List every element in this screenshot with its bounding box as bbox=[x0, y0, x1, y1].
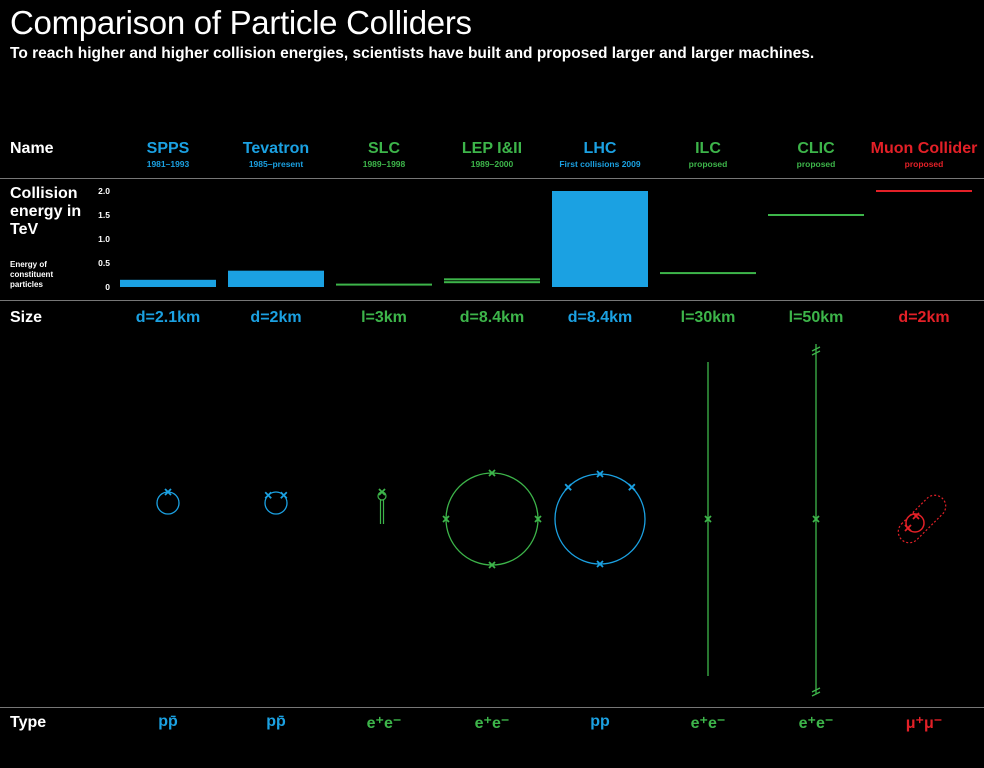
row-label-energy: Collision energy in TeV bbox=[10, 185, 82, 238]
collider-name: LEP I&II bbox=[461, 140, 523, 157]
collider-name: ILC bbox=[695, 140, 721, 157]
energy-bar-upper bbox=[444, 278, 540, 281]
collider-size: l=50km bbox=[788, 309, 844, 326]
collider-ring bbox=[445, 472, 539, 566]
collider-name: Muon Collider bbox=[870, 140, 978, 157]
divider-name bbox=[0, 178, 984, 179]
collider-diagram bbox=[554, 470, 646, 568]
y-tick-label: 2.0 bbox=[98, 186, 110, 196]
energy-bar bbox=[228, 270, 324, 287]
collider-years: 1989–1998 bbox=[362, 159, 406, 169]
energy-bar bbox=[876, 190, 972, 192]
collider-name: LHC bbox=[583, 140, 617, 157]
collider-type: pp bbox=[590, 713, 610, 730]
row-label-name: Name bbox=[10, 140, 54, 157]
collider-type: e⁺e⁻ bbox=[798, 715, 834, 732]
collider-size: d=2.1km bbox=[135, 309, 201, 326]
collider-ring bbox=[156, 491, 180, 515]
energy-bar bbox=[660, 272, 756, 275]
energy-bar bbox=[336, 283, 432, 286]
divider-size bbox=[0, 707, 984, 708]
collider-size: d=8.4km bbox=[567, 309, 633, 326]
collider-diagram bbox=[264, 491, 288, 515]
collider-type: e⁺e⁻ bbox=[474, 715, 510, 732]
collider-years: proposed bbox=[796, 159, 836, 169]
energy-note: Energy of constituent particles bbox=[10, 260, 54, 289]
energy-bar bbox=[444, 281, 540, 284]
axis-break-mark bbox=[811, 691, 821, 697]
collider-years: 1985–present bbox=[248, 159, 304, 169]
collider-diagram bbox=[897, 494, 947, 544]
chart-subtitle: To reach higher and higher collision ene… bbox=[10, 45, 815, 62]
axis-break-mark bbox=[811, 346, 821, 352]
divider-energy bbox=[0, 300, 984, 301]
y-tick-label: 0 bbox=[105, 282, 110, 292]
energy-bar bbox=[768, 214, 864, 216]
collider-size: l=30km bbox=[680, 309, 736, 326]
axis-break-mark bbox=[811, 350, 821, 356]
y-tick-label: 0.5 bbox=[98, 258, 110, 268]
y-tick-label: 1.5 bbox=[98, 210, 110, 220]
collider-diagram bbox=[811, 344, 821, 697]
collider-name: SPPS bbox=[146, 140, 190, 157]
collider-ring bbox=[264, 491, 288, 515]
collider-type: μ⁺μ⁻ bbox=[905, 715, 943, 732]
collider-size: d=8.4km bbox=[459, 309, 525, 326]
collider-type: pp̄ bbox=[266, 713, 286, 730]
chart-title: Comparison of Particle Colliders bbox=[10, 4, 472, 41]
collider-size: d=2km bbox=[250, 309, 302, 326]
collider-years: 1981–1993 bbox=[146, 159, 190, 169]
collider-years: proposed bbox=[688, 159, 728, 169]
collider-diagram bbox=[704, 362, 712, 676]
collider-name: SLC bbox=[368, 140, 400, 157]
collider-diagram bbox=[442, 469, 542, 569]
y-tick-label: 1.0 bbox=[98, 234, 110, 244]
axis-break-mark bbox=[811, 687, 821, 693]
energy-bar bbox=[552, 191, 648, 287]
collider-diagram bbox=[156, 488, 180, 515]
row-label-type: Type bbox=[10, 714, 47, 731]
collider-years: 1989–2000 bbox=[470, 159, 514, 169]
collider-name: Tevatron bbox=[242, 140, 310, 157]
muon-ring-outline bbox=[897, 494, 947, 544]
collider-size: l=3km bbox=[361, 309, 407, 326]
energy-bar bbox=[120, 279, 216, 287]
row-label-size: Size bbox=[10, 309, 43, 326]
collider-type: e⁺e⁻ bbox=[366, 715, 402, 732]
collider-type: e⁺e⁻ bbox=[690, 715, 726, 732]
collider-size: d=2km bbox=[898, 309, 950, 326]
collider-name: CLIC bbox=[797, 140, 835, 157]
collider-diagram bbox=[377, 488, 387, 524]
collider-years: proposed bbox=[904, 159, 944, 169]
collider-type: pp̄ bbox=[158, 713, 178, 730]
collider-years: First collisions 2009 bbox=[559, 159, 641, 169]
